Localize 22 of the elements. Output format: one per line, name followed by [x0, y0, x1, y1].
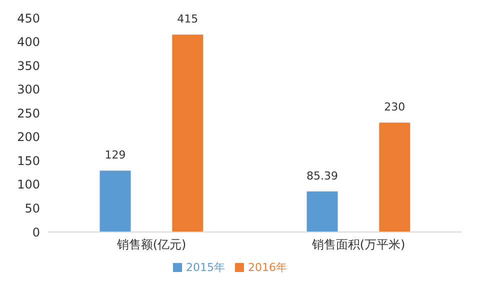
x-tick-label: 销售额(亿元) — [116, 238, 186, 252]
y-tick-label: 300 — [17, 82, 40, 97]
data-label: 415 — [177, 12, 198, 26]
y-tick-label: 450 — [17, 11, 40, 26]
bar — [379, 122, 410, 232]
y-tick-label: 50 — [24, 201, 40, 216]
data-label: 129 — [104, 148, 126, 162]
x-tick-label: 销售面积(万平米) — [310, 238, 406, 252]
y-tick-label: 0 — [32, 225, 40, 240]
y-tick-label: 250 — [17, 106, 40, 120]
bar — [172, 34, 204, 232]
legend-label: 2016年 — [248, 261, 287, 274]
y-tick-label: 100 — [17, 178, 40, 192]
data-label: 85.39 — [306, 169, 338, 182]
y-tick-label: 400 — [17, 35, 40, 50]
data-label: 230 — [384, 100, 406, 114]
y-tick-label: 200 — [17, 130, 40, 144]
legend-label: 2015年 — [186, 261, 225, 274]
bar — [306, 191, 338, 232]
y-tick-label: 350 — [17, 58, 40, 73]
y-tick-label: 150 — [17, 154, 40, 168]
bar — [100, 170, 131, 232]
